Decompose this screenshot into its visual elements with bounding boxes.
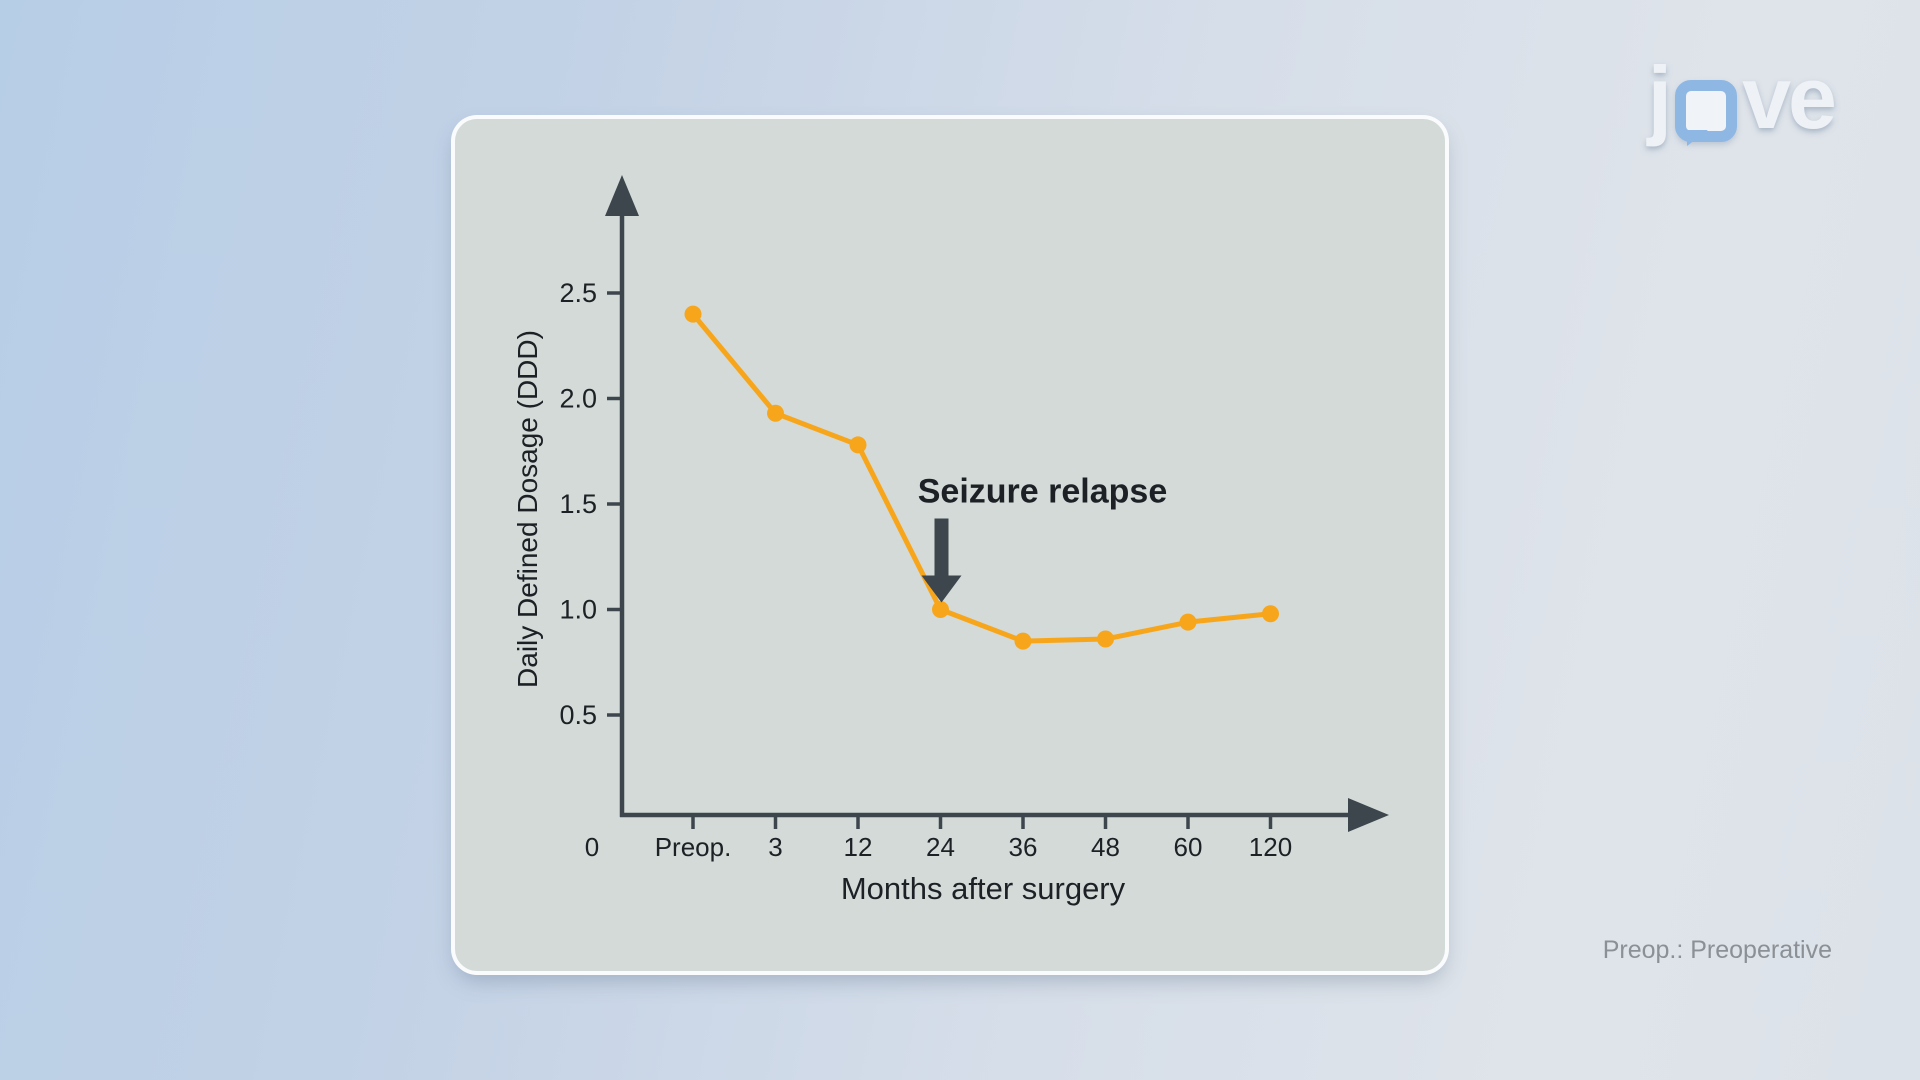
y-tick-label: 2.0 — [559, 384, 597, 414]
data-point — [1262, 605, 1279, 623]
logo-letter-j: j — [1647, 48, 1673, 147]
y-axis-title: Daily Defined Dosage (DDD) — [512, 330, 543, 688]
logo-bubble-tail-icon — [1687, 130, 1709, 146]
annotation-arrow-icon — [921, 518, 962, 603]
x-axis-title: Months after surgery — [841, 871, 1126, 906]
chart-card: 0.5 1.0 1.5 2.0 2.5 Preop. 3 12 24 36 48 60 120 0 Mont… — [455, 119, 1445, 971]
footnote-abbreviation: Preop.: Preoperative — [1602, 936, 1832, 964]
x-tick-label: 24 — [926, 832, 955, 862]
data-point — [767, 404, 784, 422]
x-tick-label: 120 — [1249, 832, 1292, 862]
y-tick-label: 2.5 — [559, 278, 597, 308]
x-origin-label: 0 — [585, 832, 599, 862]
ddd-line-chart: 0.5 1.0 1.5 2.0 2.5 Preop. 3 12 24 36 48 60 120 0 Mont… — [512, 175, 1389, 906]
annotation-label: Seizure relapse — [918, 473, 1167, 511]
dose-line — [691, 312, 1271, 644]
logo-speech-bubble-icon — [1675, 80, 1738, 146]
x-tick-label: 60 — [1174, 832, 1203, 862]
y-axis-arrowhead-icon — [605, 175, 639, 216]
x-tick-label: 48 — [1091, 832, 1120, 862]
logo-letters-ve: ve — [1742, 48, 1837, 147]
data-point — [1097, 630, 1114, 648]
data-point — [932, 601, 949, 618]
x-tick-label: 36 — [1009, 832, 1038, 862]
x-tick-label: 3 — [768, 832, 782, 862]
x-tick-label: 12 — [844, 832, 873, 862]
x-tick-label: Preop. — [655, 832, 732, 862]
x-axis-arrowhead-icon — [1348, 798, 1389, 832]
y-tick-label: 1.5 — [559, 489, 597, 519]
data-point — [684, 305, 702, 323]
data-point — [849, 436, 867, 454]
y-tick-label: 1.0 — [559, 595, 597, 625]
data-point — [1014, 632, 1032, 650]
jove-logo: j ve — [1647, 48, 1837, 147]
data-point — [1179, 613, 1197, 631]
y-tick-label: 0.5 — [559, 700, 597, 730]
